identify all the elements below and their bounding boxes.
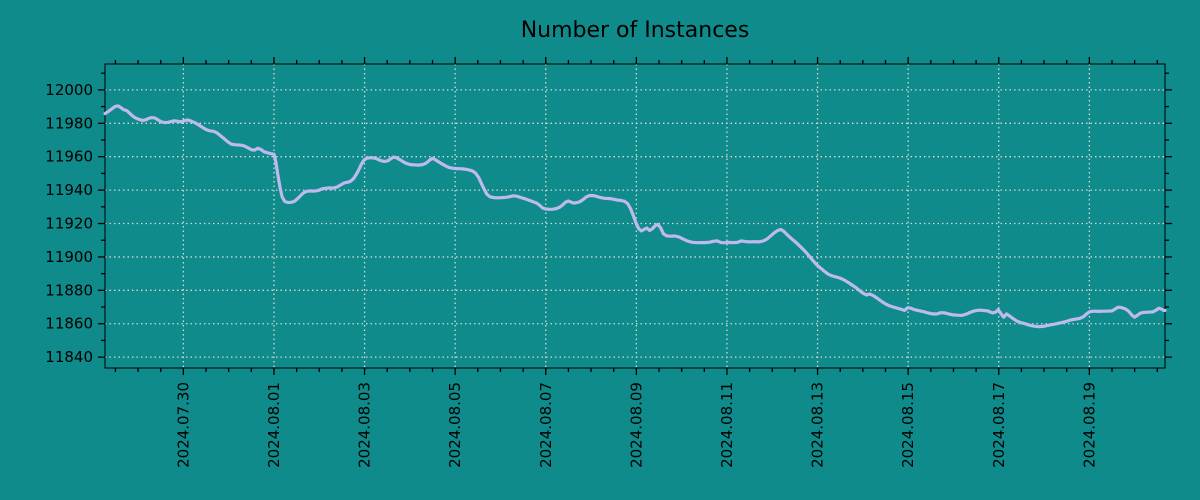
- x-tick-label: 2024.08.01: [265, 382, 283, 468]
- y-tick-labels: 11840 11860 11880 11900 11920 11940 11960 11980…: [45, 81, 93, 366]
- x-tick-label: 2024.08.11: [718, 382, 736, 468]
- y-tick-label: 11860: [45, 315, 93, 333]
- series-line: [103, 104, 1167, 329]
- y-tick-label: 11880: [45, 281, 93, 299]
- x-tick-label: 2024.08.15: [899, 382, 917, 468]
- y-tick-label: 11980: [45, 114, 93, 132]
- y-tick-label: 11940: [45, 181, 93, 199]
- x-tick-label: 2024.08.09: [627, 382, 645, 468]
- x-tick-label: 2024.07.30: [174, 382, 192, 468]
- x-tick-label: 2024.08.13: [809, 382, 827, 468]
- x-tick-label: 2024.08.19: [1080, 382, 1098, 468]
- chart-title: Number of Instances: [521, 18, 750, 43]
- x-tick-label: 2024.08.17: [990, 382, 1008, 468]
- x-tick-label: 2024.08.05: [446, 382, 464, 468]
- plot-border: [104, 63, 1166, 369]
- x-tick-labels: 2024.07.30 2024.08.01 2024.08.03 2024.08.05…: [174, 382, 1098, 468]
- y-tick-label: 11900: [45, 248, 93, 266]
- y-tick-label: 11840: [45, 348, 93, 366]
- x-tick-label: 2024.08.07: [537, 382, 555, 468]
- y-tick-label: 11960: [45, 148, 93, 166]
- y-tick-label: 11920: [45, 215, 93, 233]
- x-tick-label: 2024.08.03: [356, 382, 374, 468]
- axis-ticks: [98, 57, 1172, 375]
- y-tick-label: 12000: [45, 81, 93, 99]
